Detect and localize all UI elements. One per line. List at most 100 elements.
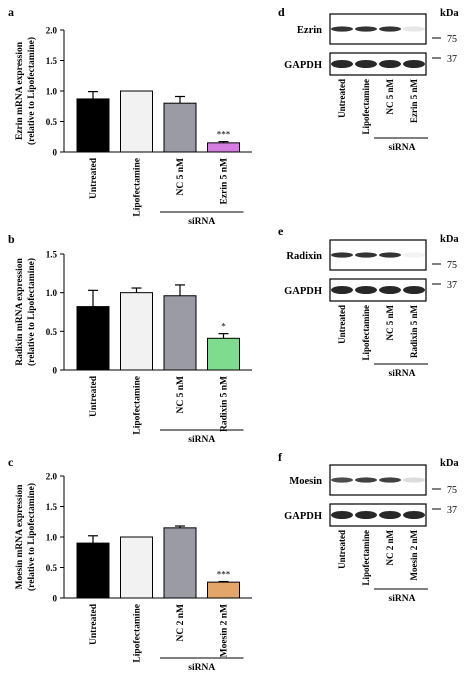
y-tick-label: 2.0 (46, 26, 58, 36)
target-band (379, 26, 401, 32)
bar-lipofectamine (120, 536, 153, 599)
y-tick-label: 0 (53, 594, 58, 604)
lane-label: Lipofectamine (361, 530, 371, 586)
significance-marker: *** (217, 570, 231, 580)
loading-band (355, 286, 377, 294)
loading-band (379, 511, 401, 519)
western-blot-e: kDa Radixin GAPDH 75 37 Untreated Lipofectamin… (284, 234, 459, 379)
category-label: Untreated (89, 157, 99, 199)
loading-blot-box (329, 52, 427, 76)
significance-marker: * (221, 322, 226, 332)
category-label: Ezrin 5 nM (220, 158, 230, 204)
panel-label-a: a (8, 5, 14, 19)
panel-label-c: c (8, 455, 14, 469)
lane-label: Lipofectamine (361, 305, 371, 361)
loading-control-label: GAPDH (284, 511, 322, 522)
category-label: NC 2 nM (176, 604, 186, 642)
bar-chart-c: 0 0.5 1.0 1.5 2.0 Moesin mRNA expression (rela… (15, 472, 252, 673)
y-axis-label-line1: Ezrin mRNA expression (15, 41, 25, 140)
kda-unit: kDa (440, 458, 459, 469)
category-label: Lipofectamine (133, 158, 143, 217)
target-band (331, 26, 353, 32)
bar-radixin-5-nm (207, 337, 240, 371)
y-axis-label-line2: (relative to Lipofectamine) (26, 37, 37, 145)
marker-label: 75 (447, 34, 457, 45)
target-band (403, 252, 425, 258)
sirna-group-label: siRNA (188, 663, 215, 673)
target-band (403, 26, 425, 32)
target-band (355, 477, 377, 483)
lane-label: Untreated (337, 530, 347, 569)
target-band (403, 477, 425, 483)
panel-label-b: b (8, 232, 15, 246)
target-band (379, 252, 401, 258)
western-blot-f: kDa Moesin GAPDH 75 37 Untreated Lipofectamine… (284, 458, 459, 604)
y-tick-label: 1.5 (46, 56, 58, 66)
bar-nc-5-nm (163, 102, 197, 153)
marker-label: 37 (447, 505, 457, 516)
lane-label: NC 2 nM (385, 529, 395, 565)
loading-band (403, 286, 425, 294)
target-protein-label: Ezrin (297, 25, 322, 36)
marker-label: 75 (447, 260, 457, 271)
y-tick-label: 1.0 (46, 288, 58, 298)
loading-band (331, 511, 353, 519)
lane-label: Moesin 2 nM (409, 529, 419, 580)
y-tick-label: 0 (53, 148, 58, 158)
y-tick-label: 1.5 (46, 502, 58, 512)
lane-label: Untreated (337, 305, 347, 344)
sirna-group-label: siRNA (389, 143, 416, 153)
loading-band (403, 60, 425, 68)
y-axis-label-line2: (relative to Lipofectamine) (26, 258, 37, 366)
western-blot-d: kDa Ezrin GAPDH 75 37 Untreated Lipofectamine N… (284, 8, 459, 153)
bar-ezrin-5-nm (207, 142, 240, 153)
target-protein-label: Radixin (286, 251, 322, 262)
lane-label: Untreated (337, 79, 347, 118)
sirna-group-label: siRNA (188, 217, 215, 227)
category-label: Untreated (89, 603, 99, 645)
y-axis-label-line1: Moesin mRNA expression (15, 484, 25, 590)
loading-band (331, 286, 353, 294)
y-tick-label: 1.0 (46, 533, 58, 543)
y-tick-label: 0 (53, 366, 58, 376)
loading-band (379, 60, 401, 68)
loading-band (379, 286, 401, 294)
y-tick-label: 0.5 (46, 117, 58, 127)
category-label: NC 5 nM (176, 376, 186, 414)
y-axis-label-line1: Radixin mRNA expression (15, 258, 25, 366)
sirna-group-label: siRNA (188, 435, 215, 445)
lane-label: Ezrin 5 nM (409, 78, 419, 123)
loading-band (403, 511, 425, 519)
panel-label-e: e (278, 224, 284, 238)
significance-marker: *** (217, 130, 231, 140)
bar-moesin-2-nm (207, 581, 240, 599)
bar-chart-a: 0 0.5 1.0 1.5 2.0 Ezrin mRNA expression (relat… (15, 26, 252, 227)
y-tick-label: 0.5 (46, 327, 58, 337)
target-band (331, 252, 353, 258)
panel-label-f: f (278, 450, 283, 464)
y-tick-label: 0.5 (46, 563, 58, 573)
target-band (355, 26, 377, 32)
y-tick-label: 1.5 (46, 250, 58, 260)
category-label: Lipofectamine (133, 376, 143, 435)
bar-nc-5-nm (163, 295, 197, 371)
lane-label: NC 5 nM (385, 304, 395, 340)
bar-untreated (76, 306, 110, 371)
loading-band (355, 511, 377, 519)
panel-label-d: d (278, 5, 285, 19)
loading-control-label: GAPDH (284, 286, 322, 297)
marker-label: 37 (447, 280, 457, 291)
western-blots: kDa Ezrin GAPDH 75 37 Untreated Lipofectamine N… (284, 8, 459, 604)
category-label: Radixin 5 nM (220, 376, 230, 432)
sirna-group-label: siRNA (389, 369, 416, 379)
loading-blot-box (329, 503, 427, 527)
loading-band (355, 60, 377, 68)
target-protein-label: Moesin (289, 476, 322, 487)
bar-lipofectamine (120, 90, 153, 153)
category-label: Moesin 2 nM (220, 604, 230, 657)
category-label: Untreated (89, 375, 99, 417)
target-band (331, 477, 353, 483)
bar-untreated (76, 542, 110, 599)
